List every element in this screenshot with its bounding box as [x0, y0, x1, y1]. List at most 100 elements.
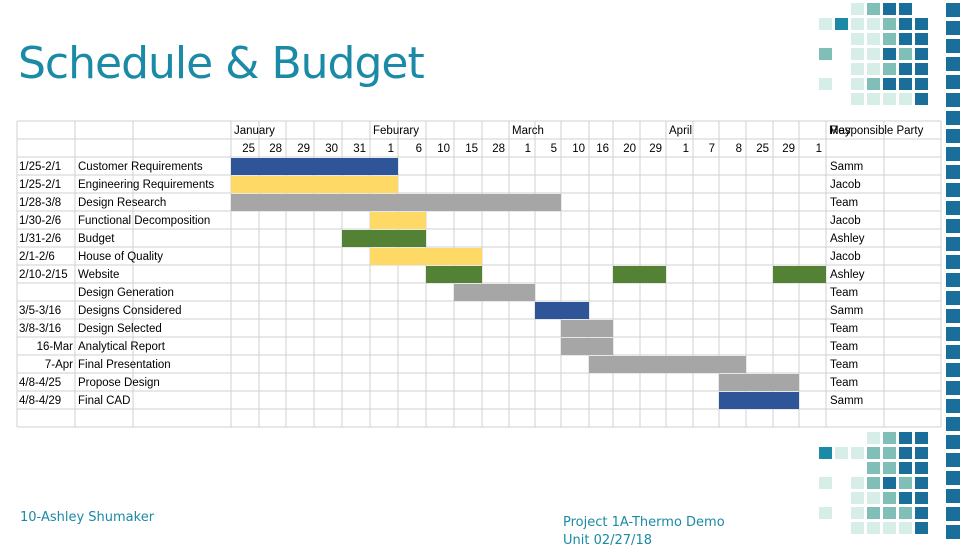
deco-tile	[867, 63, 880, 75]
day-tick-label: 5	[551, 143, 557, 155]
deco-tile	[915, 48, 928, 60]
deco-tile	[867, 522, 880, 534]
deco-tile	[883, 18, 896, 30]
day-tick-label: 6	[416, 143, 422, 155]
deco-tile	[915, 33, 928, 45]
deco-edge-tile	[946, 93, 960, 107]
day-tick-label: 25	[242, 143, 255, 155]
task-dates: 1/25-2/1	[19, 161, 61, 173]
day-tick-label: 29	[649, 143, 662, 155]
deco-edge-tile	[946, 183, 960, 197]
month-label: April	[669, 125, 692, 137]
deco-tile	[851, 522, 864, 534]
task-responsible: Team	[830, 377, 858, 389]
task-responsible: Jacob	[830, 179, 861, 191]
month-label: January	[234, 125, 275, 137]
deco-tile	[819, 48, 832, 60]
deco-tile	[851, 48, 864, 60]
deco-tile	[915, 447, 928, 459]
task-dates: 7-Apr	[45, 359, 73, 371]
deco-tile	[851, 63, 864, 75]
task-name: Website	[78, 269, 119, 281]
deco-tile	[883, 522, 896, 534]
deco-tile	[851, 492, 864, 504]
deco-tile	[883, 3, 896, 15]
task-name: Propose Design	[78, 377, 160, 389]
deco-tile	[883, 477, 896, 489]
gantt-bar	[231, 194, 561, 211]
deco-edge-tile	[946, 129, 960, 143]
deco-edge-tile	[946, 363, 960, 377]
deco-edge-tile	[946, 381, 960, 395]
deco-tile	[851, 78, 864, 90]
deco-tile	[867, 33, 880, 45]
month-label: March	[512, 125, 544, 137]
day-tick-label: 1	[388, 143, 394, 155]
day-tick-label: 10	[572, 143, 585, 155]
day-tick-label: 29	[297, 143, 310, 155]
gantt-bar	[589, 356, 746, 373]
deco-tile	[899, 492, 912, 504]
deco-tile	[851, 93, 864, 105]
footer-project: Project 1A-Thermo Demo Unit 02/27/18	[563, 514, 725, 550]
deco-tile	[819, 447, 832, 459]
deco-tile	[883, 63, 896, 75]
deco-edge-tile	[946, 111, 960, 125]
task-dates: 3/8-3/16	[19, 323, 61, 335]
deco-tile	[899, 477, 912, 489]
deco-tile	[883, 93, 896, 105]
task-dates: 1/31-2/6	[19, 233, 61, 245]
deco-tile	[867, 18, 880, 30]
deco-tile	[915, 63, 928, 75]
gantt-bar	[342, 230, 426, 247]
deco-tile	[851, 3, 864, 15]
deco-edge-tile	[946, 165, 960, 179]
deco-edge-tile	[946, 471, 960, 485]
task-dates: 1/25-2/1	[19, 179, 61, 191]
deco-tile	[899, 48, 912, 60]
deco-tile	[835, 447, 848, 459]
deco-tile	[899, 447, 912, 459]
task-dates: 4/8-4/29	[19, 395, 61, 407]
deco-edge-tile	[946, 507, 960, 521]
task-responsible: Jacob	[830, 215, 861, 227]
slide-title: Schedule & Budget	[18, 38, 425, 89]
deco-edge-tile	[946, 201, 960, 215]
deco-edge-tile	[946, 489, 960, 503]
deco-tile	[883, 462, 896, 474]
task-name: Designs Considered	[78, 305, 182, 317]
day-tick-label: 7	[709, 143, 715, 155]
day-tick-label: 16	[596, 143, 609, 155]
gantt-bar	[370, 212, 426, 229]
day-tick-label: 10	[437, 143, 450, 155]
footer-author: 10-Ashley Shumaker	[20, 510, 155, 525]
day-tick-label: 25	[756, 143, 769, 155]
deco-tile	[915, 462, 928, 474]
gantt-bar	[719, 374, 799, 391]
task-name: Final Presentation	[78, 359, 171, 371]
deco-tile	[867, 3, 880, 15]
task-name: Final CAD	[78, 395, 130, 407]
day-tick-label: 1	[525, 143, 531, 155]
task-dates: 4/8-4/25	[19, 377, 61, 389]
responsible-header: Responsible Party	[830, 125, 924, 137]
deco-tile	[867, 432, 880, 444]
deco-edge-tile	[946, 399, 960, 413]
deco-edge-tile	[946, 219, 960, 233]
deco-tile	[867, 477, 880, 489]
gantt-bar	[535, 302, 589, 319]
task-name: Budget	[78, 233, 115, 245]
gantt-bar	[719, 392, 799, 409]
deco-tile	[915, 477, 928, 489]
deco-tile	[819, 78, 832, 90]
deco-tile	[899, 78, 912, 90]
deco-edge-tile	[946, 39, 960, 53]
deco-edge-tile	[946, 147, 960, 161]
deco-tile	[867, 462, 880, 474]
task-dates: 3/5-3/16	[19, 305, 61, 317]
deco-tile	[899, 63, 912, 75]
task-responsible: Team	[830, 287, 858, 299]
task-name: Design Selected	[78, 323, 162, 335]
deco-tile	[883, 78, 896, 90]
